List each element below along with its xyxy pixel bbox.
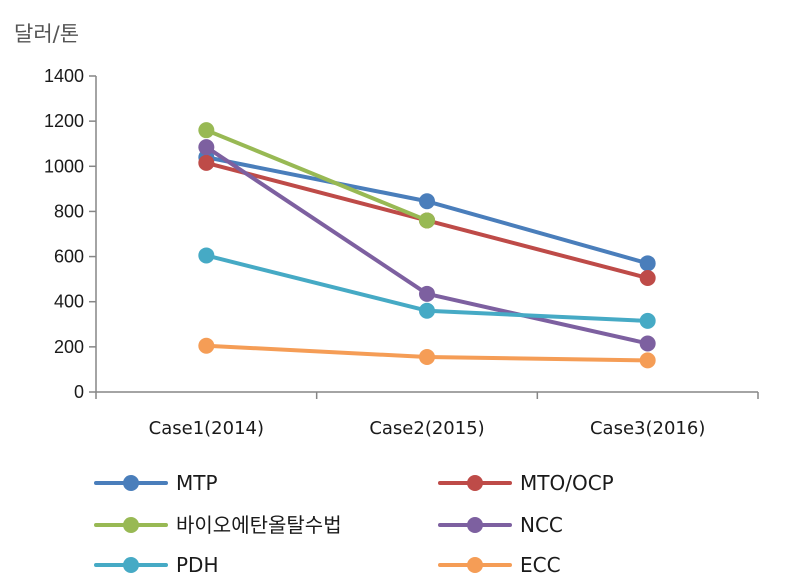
y-tick-label: 0 [74,382,84,402]
series-NCC [198,139,656,352]
data-point [639,352,656,369]
legend-marker-icon [123,517,139,533]
legend-label: MTP [176,471,218,495]
series-ECC [198,337,656,369]
data-point [198,122,215,139]
legend-item: 바이오에탄올탈수법 [94,513,342,537]
x-tick-label: Case1(2014) [149,418,264,439]
y-tick-label: 200 [54,337,84,357]
data-point [198,337,215,354]
data-point [198,139,215,156]
legend-marker-icon [467,517,483,533]
legend-label: PDH [176,553,219,577]
x-tick-label: Case3(2016) [590,418,705,439]
legend-item: MTP [94,471,218,495]
y-tick-label: 400 [54,292,84,312]
y-tick-label: 600 [54,247,84,267]
legend-label: NCC [520,513,563,537]
legend-marker-icon [123,557,139,573]
data-point [639,335,656,352]
data-point [419,349,435,366]
legend-item: MTO/OCP [438,471,614,495]
data-point [198,154,215,171]
y-tick-label: 1200 [44,111,84,131]
series-PDH [198,247,656,329]
y-tick-label: 800 [54,201,84,221]
data-point [639,270,656,287]
data-point [419,193,435,210]
chart-series [198,122,656,369]
data-point [198,247,215,264]
legend-label: ECC [520,553,561,577]
legend-marker-icon [123,475,139,491]
y-tick-label: 1400 [44,66,84,86]
legend-item: PDH [94,553,219,577]
data-point [639,255,656,272]
y-axis-unit-label: 달러/톤 [14,22,80,46]
series-line [204,128,429,223]
legend-label: MTO/OCP [520,471,614,495]
legend-marker-icon [467,475,483,491]
data-point [639,312,656,329]
data-point [419,285,435,302]
legend-label: 바이오에탄올탈수법 [176,513,342,537]
legend-item: NCC [438,513,563,537]
series-line [204,155,650,266]
chart-legend: MTP MTO/OCP 바이오에탄올탈수법 NCC PDH ECC [94,471,614,577]
data-point [419,212,435,229]
legend-marker-icon [467,557,483,573]
y-tick-label: 1000 [44,156,84,176]
chart-axes: 0 200 400 600 800 1000 1200 1400 Case1(2014) Case… [44,66,759,439]
x-tick-label: Case2(2015) [369,418,484,439]
legend-item: ECC [438,553,561,577]
series-MTP [198,149,656,272]
data-point [419,302,435,319]
series-바이오에탄올탈수법 [198,122,435,229]
